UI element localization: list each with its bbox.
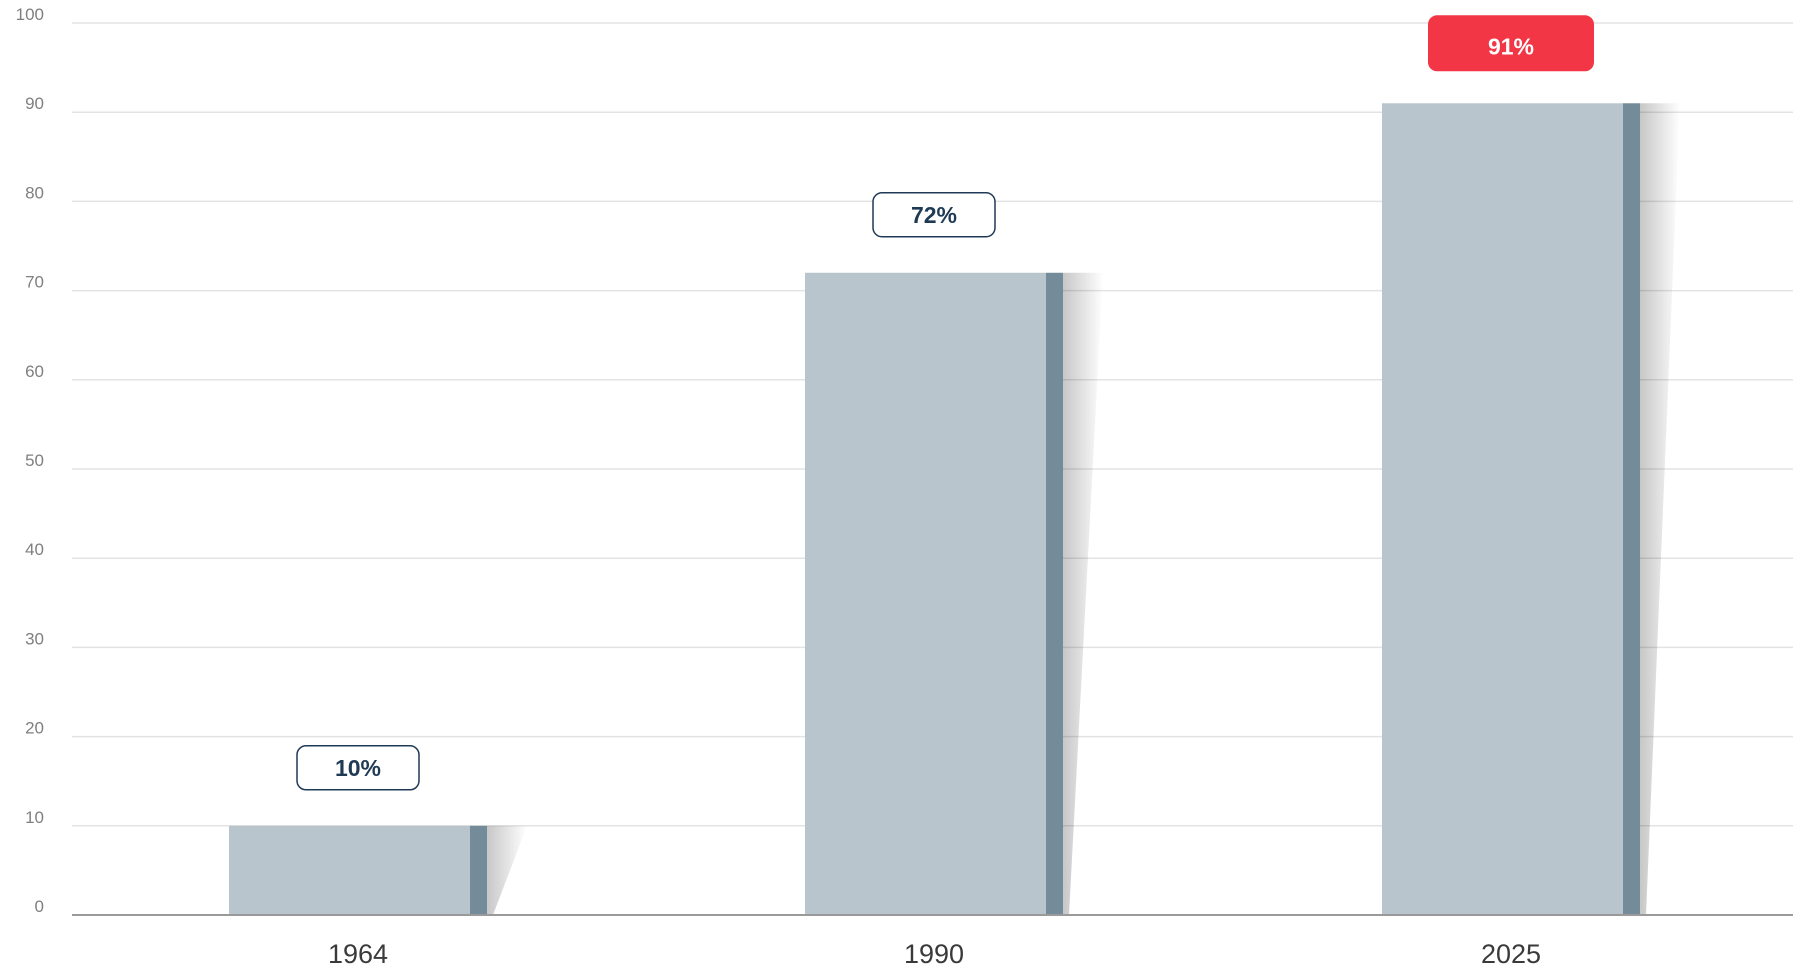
bar (229, 825, 470, 915)
data-label: 72% (911, 202, 957, 228)
data-label: 10% (335, 755, 381, 781)
y-tick-label: 60 (25, 362, 44, 381)
data-label-box (1428, 15, 1594, 72)
bar-shadow (487, 825, 527, 915)
y-tick-label: 0 (35, 897, 44, 916)
bars (229, 103, 1680, 915)
x-axis-ticks: 1964 1990 2025 (328, 939, 1541, 969)
y-tick-label: 10 (25, 808, 44, 827)
bar-shadow (1063, 272, 1103, 915)
bar-edge (470, 825, 487, 915)
bar (1382, 103, 1623, 915)
y-tick-label: 70 (25, 273, 44, 292)
bar-edge (1623, 103, 1640, 915)
x-tick-label: 1964 (328, 939, 388, 969)
y-axis-ticks: 0 10 20 30 40 50 60 70 80 90 100 (16, 5, 44, 916)
bar (805, 272, 1046, 915)
y-tick-label: 20 (25, 719, 44, 738)
y-tick-label: 40 (25, 540, 44, 559)
data-label: 91% (1488, 33, 1534, 59)
x-tick-label: 2025 (1481, 939, 1541, 969)
data-labels: 10% 72% 91% (296, 15, 1594, 791)
data-label-box (872, 192, 996, 238)
data-label-box (296, 745, 420, 791)
y-tick-label: 100 (16, 5, 44, 24)
x-tick-label: 1990 (904, 939, 964, 969)
y-tick-label: 90 (25, 94, 44, 113)
bar-edge (1046, 272, 1063, 915)
y-tick-label: 80 (25, 183, 44, 202)
y-tick-label: 50 (25, 451, 44, 470)
y-tick-label: 30 (25, 629, 44, 648)
bar-shadow (1640, 103, 1680, 915)
